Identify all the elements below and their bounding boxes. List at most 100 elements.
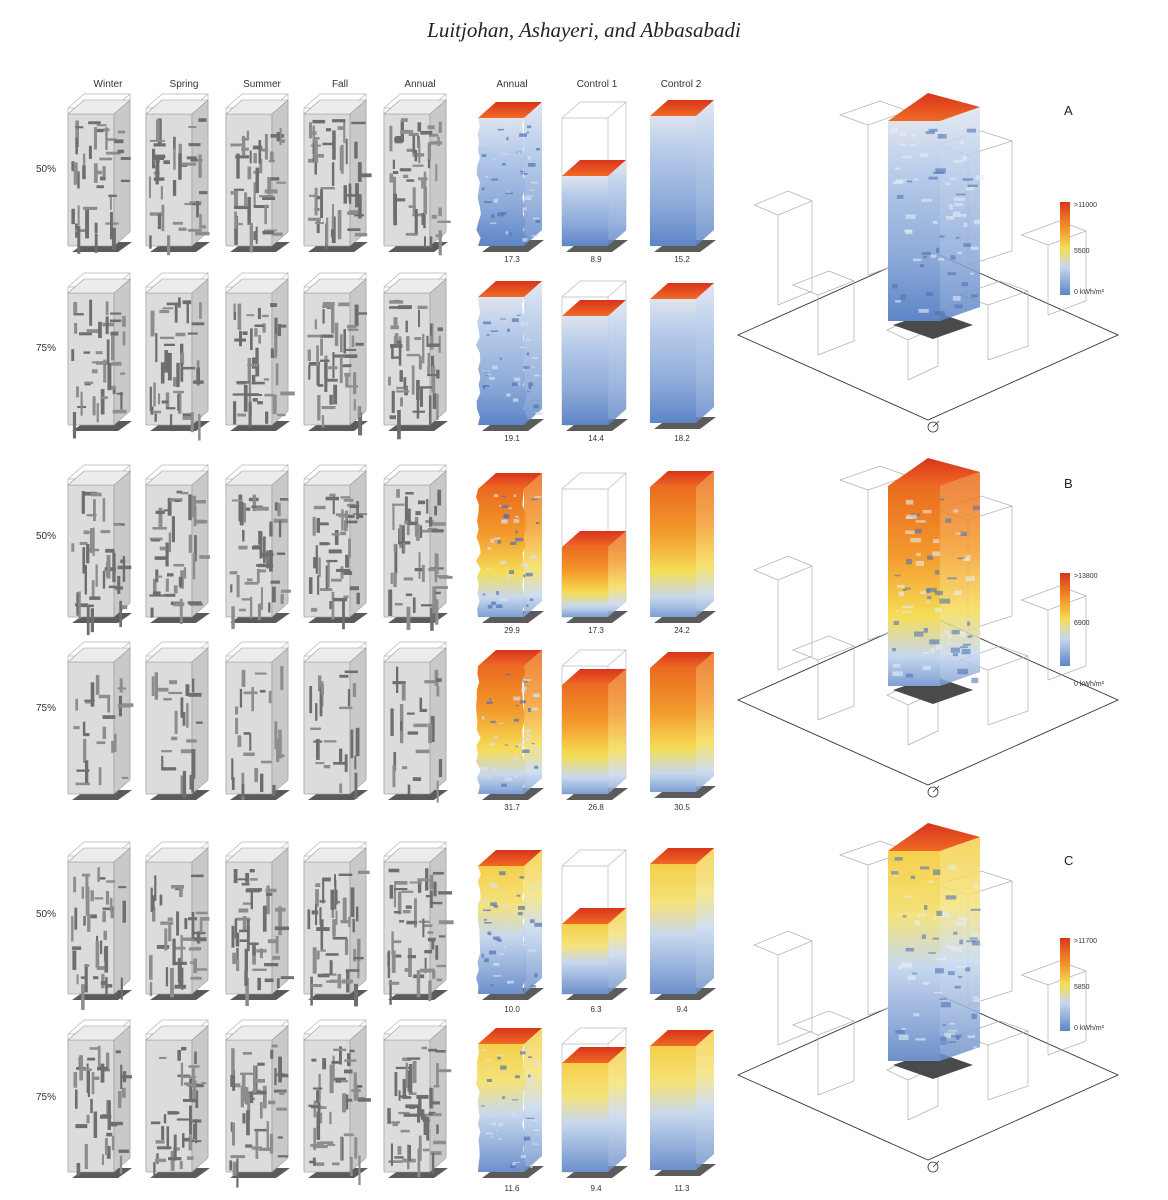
voxel-cut [155,1158,166,1162]
voxel-cut [240,1072,254,1075]
value-label: 11.6 [504,1184,520,1193]
voxel-cut [394,1156,404,1159]
voxel-cut [173,136,176,151]
voxel-cut [91,361,107,364]
facade-detail [945,518,952,523]
voxel-cut [437,1069,452,1073]
voxel-cut [233,188,244,191]
voxel-cut [393,193,397,206]
voxel-cut [407,1070,411,1092]
voxel-cut [416,1095,429,1099]
facade-detail [965,555,971,561]
voxel-cut [430,323,434,350]
voxel-cut [406,920,418,925]
facade-detail [522,687,527,690]
facade-detail [529,598,534,601]
voxel-cut [165,578,169,592]
voxel-cut [152,148,156,169]
voxel-cut [438,230,442,256]
mass-side [349,278,367,426]
voxel-cut [406,606,411,630]
facade-detail [967,621,971,626]
voxel-cut [332,130,336,160]
facade-detail [921,198,933,202]
voxel-cut [316,522,329,526]
voxel-cut [323,740,337,743]
voxel-cut [347,324,357,329]
facade-detail [949,204,953,210]
value-label: 30.5 [674,803,690,812]
facade-detail [528,382,533,387]
facade-detail [956,966,967,968]
voxel-cut [432,586,437,614]
voxel-cut [274,926,289,931]
facade-detail [900,962,912,966]
voxel-cut [249,150,252,164]
voxel-cut [414,898,417,928]
voxel-cut [427,374,437,377]
voxel-cut [344,754,348,772]
facade-detail [515,745,518,748]
voxel-cut [394,603,403,606]
voxel-cut [355,727,360,757]
voxel-cut [167,573,174,577]
facade-detail [528,156,531,160]
voxel-cut [177,964,182,982]
voxel-cut [428,133,439,137]
facade-detail [531,366,535,368]
facade-detail [502,1096,505,1099]
voxel-cut [153,578,157,594]
facade-detail [905,530,915,535]
voxel-cut [117,565,132,570]
facade-detail [896,610,900,612]
context-building-roof [791,270,855,296]
voxel-cut [315,904,318,926]
voxel-cut [149,386,152,411]
voxel-cut [258,335,261,344]
tower-front [650,864,696,994]
voxel-cut [427,125,435,130]
voxel-cut [268,177,280,181]
voxel-cut [170,968,174,998]
voxel-cut [193,506,197,527]
voxel-cut [313,557,316,569]
voxel-cut [106,339,110,365]
voxel-cut [81,886,84,899]
voxel-cut [234,194,238,209]
voxel-cut [316,1090,319,1104]
voxel-cut [428,1048,438,1052]
facade-detail [910,875,916,879]
voxel-cut [323,765,331,769]
voxel-cut [242,1113,246,1124]
facade-detail [509,232,512,237]
voxel-cut [184,1137,190,1142]
facade-detail [489,698,492,701]
voxel-cut [180,775,184,795]
voxel-cut [327,561,330,588]
voxel-cut [180,352,185,365]
voxel-cut [311,1105,322,1109]
voxel-cut [244,1087,249,1105]
voxel-cut [275,363,279,386]
voxel-cut [312,125,315,155]
facade-detail [949,1022,956,1025]
voxel-cut [80,976,86,979]
facade-detail [947,577,957,580]
voxel-cut [333,1048,347,1051]
voxel-cut [420,1109,425,1120]
facade-detail [498,953,505,955]
voxel-cut [347,228,361,231]
facade-detail [959,127,963,129]
voxel-cut [331,162,335,186]
facade-detail [893,180,904,184]
facade-detail [947,272,957,276]
voxel-cut [315,703,318,721]
facade-detail [970,272,974,275]
voxel-cut [406,179,415,182]
voxel-cut [172,180,177,196]
voxel-cut [345,1133,355,1136]
voxel-cut [308,364,311,380]
voxel-cut [421,1113,433,1117]
voxel-cut [319,1112,323,1124]
facade-detail [526,1117,535,1119]
